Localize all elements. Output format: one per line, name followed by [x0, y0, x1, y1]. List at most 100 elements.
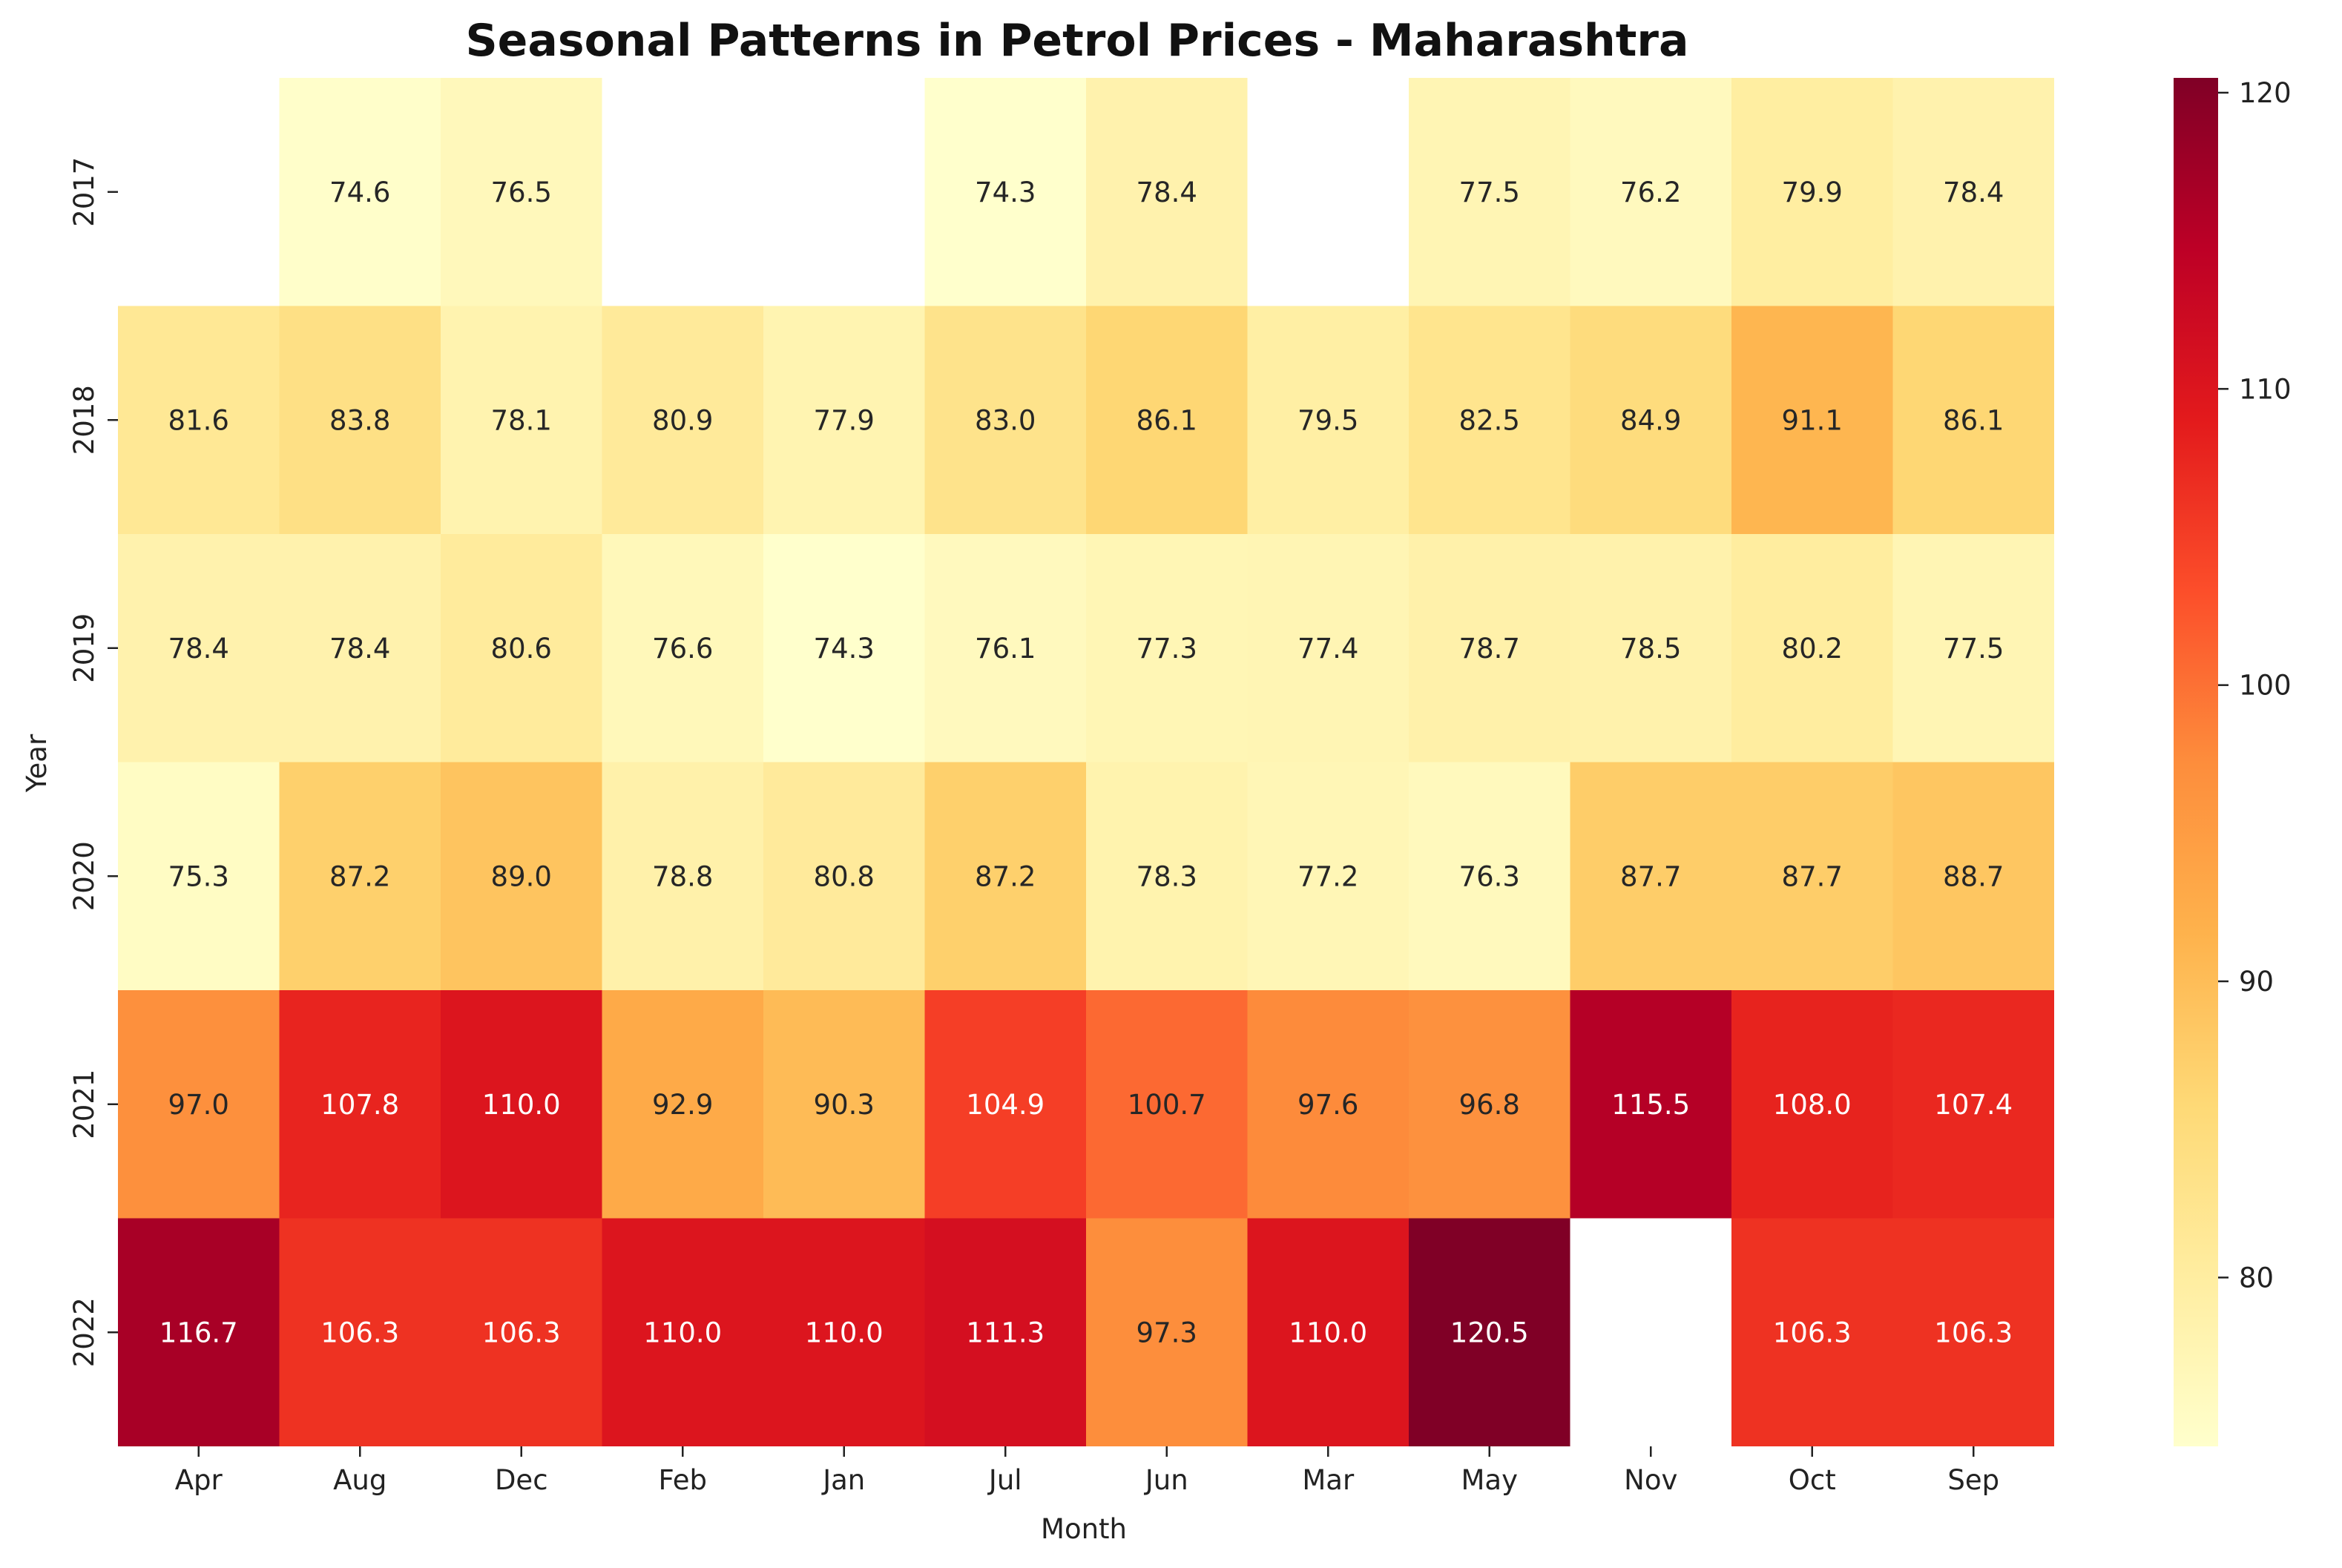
cell-value-label: 104.9	[966, 1089, 1045, 1121]
y-axis: 2017 2018 2019 2020 2021 2022	[68, 157, 118, 1367]
heatmap-cell	[118, 1218, 280, 1446]
cell-value-label: 106.3	[320, 1317, 399, 1348]
cell-value-label: 80.6	[491, 633, 552, 665]
x-tick-label: Sep	[1947, 1464, 1999, 1496]
heatmap-cell	[1570, 534, 1731, 762]
cell-value-label: 96.8	[1459, 1089, 1520, 1121]
cell-value-label: 78.4	[1943, 177, 2004, 208]
heatmap-cell	[602, 1218, 763, 1446]
y-axis-label: Year	[21, 734, 53, 793]
heatmap-cell	[602, 534, 763, 762]
cell-value-label: 84.9	[1620, 404, 1681, 436]
heatmap-cell	[1409, 306, 1570, 534]
cell-value-label: 74.6	[329, 177, 390, 208]
heatmap-cell	[1409, 78, 1570, 306]
heatmap-cell	[1892, 762, 2054, 990]
heatmap-cell	[1409, 762, 1570, 990]
cell-value-label: 76.2	[1620, 177, 1681, 208]
heatmap-cell	[924, 1218, 1086, 1446]
heatmap-cell	[1731, 78, 1893, 306]
heatmap-cell	[118, 762, 280, 990]
cell-value-label: 107.8	[320, 1089, 399, 1121]
cell-value-label: 78.4	[1137, 177, 1197, 208]
cell-value-label: 80.9	[652, 404, 713, 436]
cell-value-label: 77.5	[1943, 633, 2004, 665]
cell-value-label: 76.3	[1459, 860, 1520, 892]
heatmap-cell	[924, 306, 1086, 534]
cell-value-label: 79.9	[1782, 177, 1843, 208]
heatmap-cell	[441, 306, 602, 534]
cell-value-label: 100.7	[1128, 1089, 1206, 1121]
cell-value-label: 76.6	[652, 633, 713, 665]
colorbar-tick-label: 90	[2239, 966, 2274, 998]
heatmap-cell	[602, 762, 763, 990]
heatmap-cell	[1086, 78, 1248, 306]
heatmap-cell	[1409, 990, 1570, 1219]
cell-value-label: 115.5	[1611, 1089, 1690, 1121]
cell-value-label: 91.1	[1782, 404, 1843, 436]
y-tick-label: 2019	[68, 613, 100, 683]
cell-value-label: 88.7	[1943, 860, 2004, 892]
cell-value-label: 78.4	[168, 633, 229, 665]
heatmap-cell	[1086, 306, 1248, 534]
x-tick-label: Feb	[658, 1464, 707, 1496]
cell-value-label: 87.7	[1620, 860, 1681, 892]
cell-value-label: 111.3	[966, 1317, 1045, 1348]
cell-value-label: 78.8	[652, 860, 713, 892]
cell-value-label: 78.7	[1459, 633, 1520, 665]
heatmap-cell	[1731, 534, 1893, 762]
heatmap-cell	[279, 306, 441, 534]
heatmap-cell	[763, 534, 925, 762]
heatmap-cell	[1892, 990, 2054, 1219]
cell-value-label: 110.0	[1289, 1317, 1367, 1348]
heatmap-cell	[1409, 534, 1570, 762]
cell-value-label: 77.3	[1137, 633, 1197, 665]
heatmap-cell	[1247, 990, 1409, 1219]
heatmap-cell	[1247, 762, 1409, 990]
heatmap-cell	[924, 990, 1086, 1219]
cell-value-label: 106.3	[1773, 1317, 1852, 1348]
heatmap-cell	[279, 990, 441, 1219]
x-tick-label: Nov	[1624, 1464, 1677, 1496]
cell-value-label: 83.8	[329, 404, 390, 436]
heatmap-cell	[1731, 990, 1893, 1219]
cell-value-label: 79.5	[1297, 404, 1358, 436]
x-tick-label: Jul	[987, 1464, 1022, 1496]
heatmap-cell	[602, 990, 763, 1219]
x-tick-label: Mar	[1302, 1464, 1355, 1496]
y-tick-label: 2018	[68, 385, 100, 455]
cell-value-label: 110.0	[805, 1317, 884, 1348]
colorbar-ticks: 80 90 100 110 120	[2218, 77, 2292, 1294]
heatmap-cell	[1086, 762, 1248, 990]
heatmap-cell	[118, 306, 280, 534]
cell-value-label: 80.8	[814, 860, 875, 892]
x-tick-label: Dec	[495, 1464, 548, 1496]
heatmap-cell	[441, 1218, 602, 1446]
colorbar-tick-label: 110	[2239, 373, 2292, 405]
heatmap-cell	[1731, 762, 1893, 990]
cell-value-label: 107.4	[1934, 1089, 2013, 1121]
heatmap-cell	[602, 306, 763, 534]
heatmap-cell	[1086, 990, 1248, 1219]
heatmap-cell	[118, 990, 280, 1219]
cell-value-label: 120.5	[1450, 1317, 1529, 1348]
cell-value-label: 89.0	[491, 860, 552, 892]
heatmap-cell	[441, 762, 602, 990]
cell-value-label: 78.5	[1620, 633, 1681, 665]
chart-title: Seasonal Patterns in Petrol Prices - Mah…	[465, 15, 1688, 67]
cell-value-label: 78.4	[329, 633, 390, 665]
cell-value-label: 110.0	[482, 1089, 561, 1121]
cell-value-label: 81.6	[168, 404, 229, 436]
heatmap-cell	[1247, 1218, 1409, 1446]
heatmap-cell	[924, 78, 1086, 306]
cell-value-label: 97.6	[1297, 1089, 1358, 1121]
heatmap-cell	[1892, 1218, 2054, 1446]
heatmap-cell	[1570, 762, 1731, 990]
cell-value-label: 108.0	[1773, 1089, 1852, 1121]
heatmap-cell	[441, 990, 602, 1219]
heatmap-cell	[1409, 1218, 1570, 1446]
cell-value-label: 106.3	[482, 1317, 561, 1348]
heatmap-cell	[763, 306, 925, 534]
y-tick-label: 2022	[68, 1297, 100, 1367]
